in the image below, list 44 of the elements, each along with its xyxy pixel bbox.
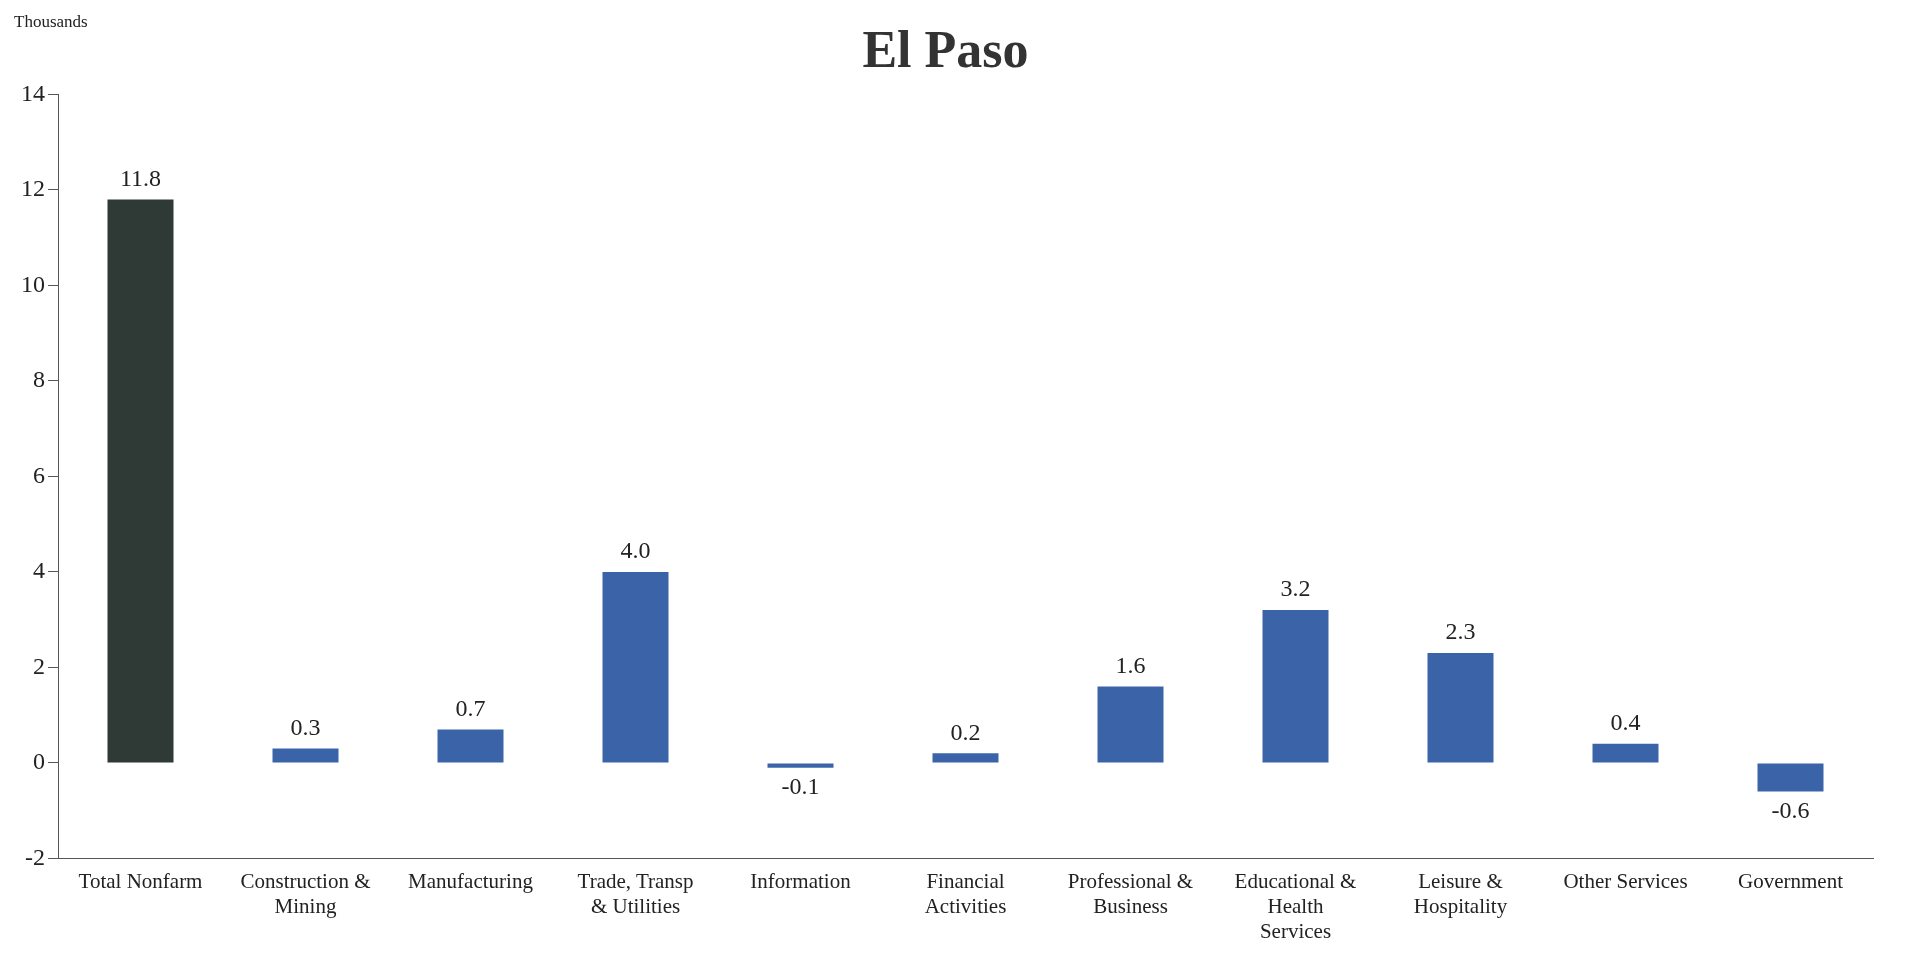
- bar: [272, 748, 339, 763]
- x-tick-label: Professional & Business: [1067, 868, 1194, 918]
- x-tick-label: Financial Activities: [924, 868, 1007, 918]
- x-tick-label: Manufacturing: [408, 868, 534, 893]
- chart-title: El Paso: [862, 20, 1029, 78]
- x-tick-label: Total Nonfarm: [78, 868, 203, 893]
- bar: [107, 199, 174, 763]
- bar: [932, 753, 999, 763]
- x-tick-label: Information: [750, 868, 852, 893]
- bar: [1592, 743, 1659, 763]
- y-tick-label: 12: [21, 175, 45, 202]
- data-label: 3.2: [1280, 575, 1311, 602]
- bar: [1757, 763, 1824, 792]
- data-label: 2.3: [1445, 618, 1476, 645]
- bar: [1097, 686, 1164, 763]
- bar: [437, 729, 504, 763]
- y-axis-title: Thousands: [14, 11, 88, 31]
- x-tick-label: Educational & Health Services: [1234, 868, 1357, 943]
- x-tick-label: Leisure & Hospitality: [1413, 868, 1508, 918]
- data-label: -0.6: [1771, 796, 1810, 823]
- y-tick-label: 10: [21, 270, 45, 297]
- x-tick-label: Trade, Transp & Utilities: [577, 868, 694, 918]
- data-label: 0.4: [1610, 709, 1641, 736]
- data-label: 0.7: [455, 694, 486, 721]
- data-label: -0.1: [781, 772, 820, 799]
- bar: [767, 763, 834, 768]
- data-label: 4.0: [620, 537, 651, 564]
- y-tick-label: -2: [25, 843, 45, 870]
- y-tick-label: 8: [33, 366, 45, 393]
- x-tick-label: Construction & Mining: [240, 868, 371, 918]
- y-tick-label: 6: [33, 461, 45, 488]
- y-tick-label: 2: [33, 652, 45, 679]
- x-tick-label: Government: [1738, 868, 1844, 893]
- data-label: 11.8: [119, 164, 162, 191]
- bar: [1262, 610, 1329, 763]
- x-tick-label: Other Services: [1563, 868, 1688, 893]
- y-tick-label: 14: [21, 79, 45, 106]
- y-tick-label: 4: [33, 557, 45, 584]
- bar: [602, 571, 669, 763]
- y-tick-label: 0: [33, 748, 45, 775]
- data-label: 0.3: [290, 713, 321, 740]
- data-label: 0.2: [950, 718, 981, 745]
- data-label: 1.6: [1115, 651, 1146, 678]
- bar: [1427, 653, 1494, 763]
